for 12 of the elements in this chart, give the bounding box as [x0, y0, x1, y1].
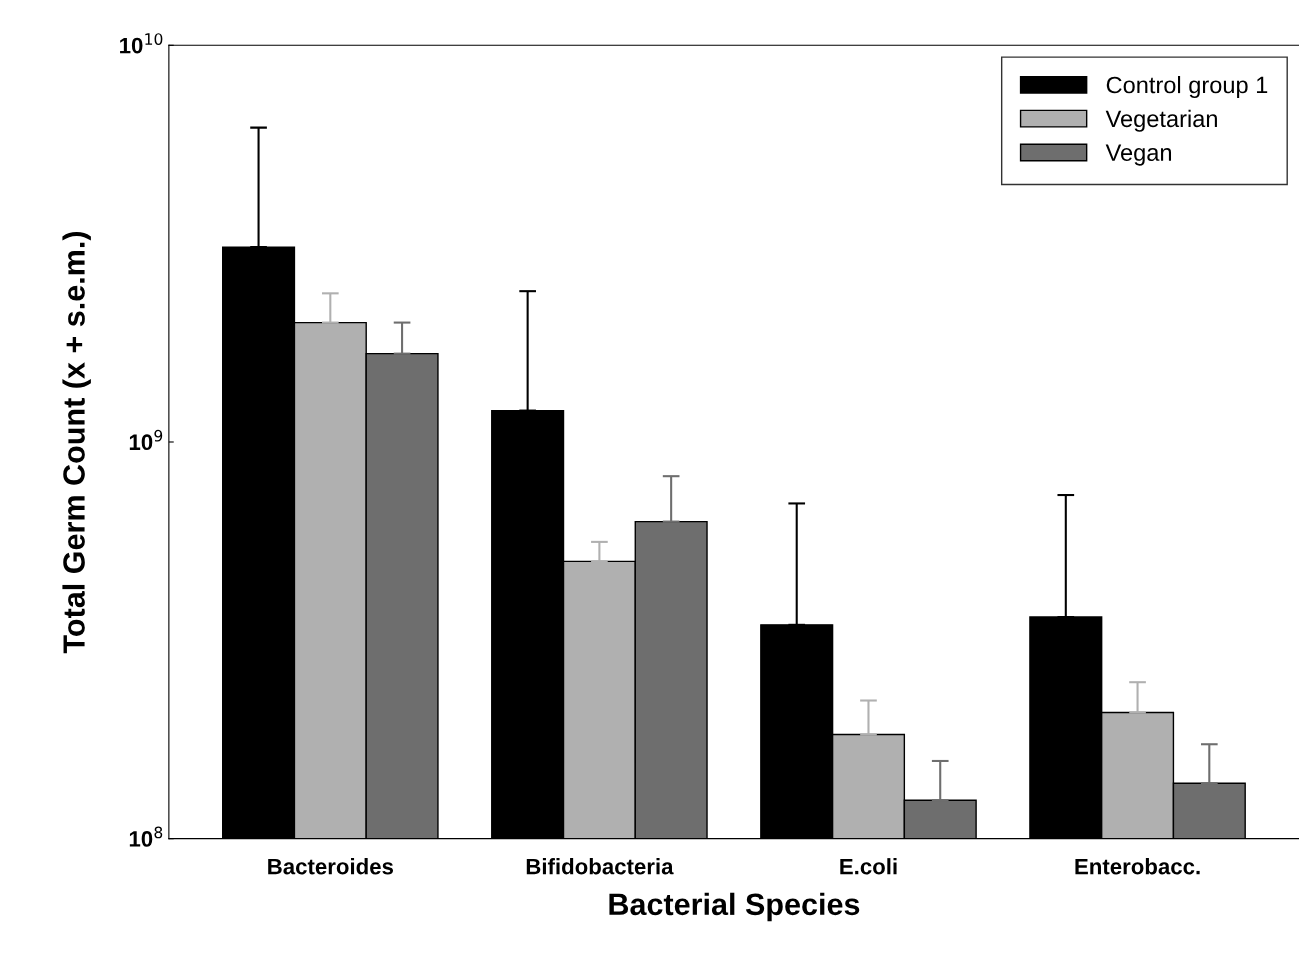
- y-tick-label: 10$^{9}$: [129, 429, 163, 451]
- y-tick-label: 10$^{8}$: [129, 826, 163, 847]
- legend-label: Vegan: [1105, 144, 1172, 166]
- x-axis-title: Bacterial Species: [609, 892, 860, 922]
- y-axis-title: Total Germ Count (x + s.e.m.): [62, 231, 91, 654]
- x-tick-label: Enterobacc.: [1075, 858, 1200, 875]
- y-tick-label: 10$^{10}$: [120, 33, 163, 54]
- legend-label: Vegetarian: [1105, 109, 1217, 132]
- x-tick-label: Bacteroides: [268, 858, 394, 875]
- x-tick-label: E.coli: [840, 858, 897, 875]
- x-tick-label: Bifidobacteria: [526, 858, 674, 875]
- legend-label: Control group 1: [1106, 76, 1268, 99]
